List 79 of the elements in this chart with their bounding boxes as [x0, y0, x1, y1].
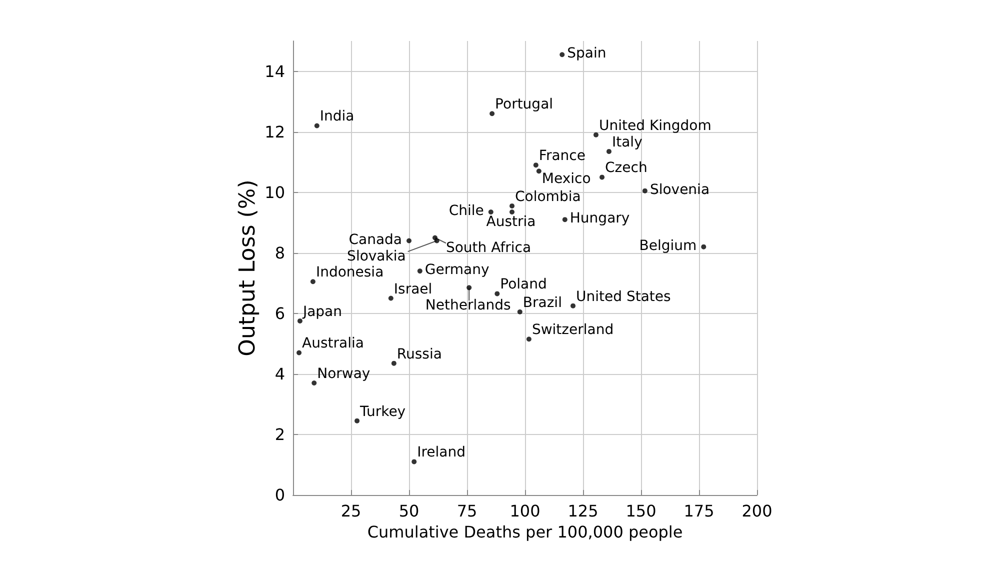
point	[701, 244, 706, 250]
annotation: Colombia	[515, 188, 581, 205]
point	[312, 380, 317, 386]
point	[406, 238, 412, 244]
annotation: Spain	[567, 46, 606, 62]
annotation: Belgium	[639, 238, 697, 254]
annotation: Japan	[302, 304, 342, 320]
point	[310, 279, 316, 284]
point	[314, 123, 320, 128]
annotation: India	[320, 108, 354, 125]
annotation: France	[538, 148, 586, 164]
x-tick-label: 100	[510, 502, 540, 520]
y-tick-label: 10	[264, 182, 285, 202]
point	[600, 174, 605, 180]
point	[391, 360, 396, 366]
point	[526, 336, 532, 342]
annotation: Chile	[448, 203, 484, 220]
annotation: Turkey	[359, 404, 406, 420]
annotation: Switzerland	[532, 322, 614, 338]
point	[536, 168, 542, 174]
annotation: Poland	[500, 276, 547, 293]
annotation: Austria	[486, 214, 536, 230]
annotation: Israel	[394, 281, 432, 298]
annotation: Slovakia	[347, 248, 406, 265]
point	[517, 309, 522, 314]
annotation: United States	[576, 288, 671, 305]
x-tick-label: 25	[340, 502, 362, 520]
point	[560, 52, 565, 58]
point	[434, 238, 440, 244]
y-axis-title: Output Loss (%)	[236, 180, 260, 356]
y-tick-label: 0	[274, 486, 285, 504]
y-tick-label: 4	[274, 364, 285, 384]
point	[296, 350, 302, 356]
annotation: Russia	[396, 346, 442, 362]
annotation: Netherlands	[425, 298, 511, 314]
annotation: Czech	[605, 160, 648, 176]
y-tick-label: 8	[274, 243, 285, 262]
annotation: Hungary	[570, 210, 630, 227]
point	[466, 285, 472, 290]
y-tick-label: 2	[274, 424, 285, 444]
annotation: Mexico	[542, 171, 591, 188]
x-tick-label: 50	[398, 502, 420, 520]
annotation: United Kingdom	[598, 118, 712, 134]
annotation: Portugal	[495, 96, 554, 113]
point	[510, 203, 515, 208]
annotation: South Africa	[446, 240, 532, 256]
y-tick-label: 14	[264, 62, 285, 81]
x-tick-label: 75	[456, 502, 478, 520]
point	[593, 132, 598, 138]
point	[533, 162, 538, 168]
point	[606, 148, 612, 154]
point	[494, 291, 500, 296]
point	[297, 318, 302, 324]
point	[388, 296, 394, 301]
point	[488, 210, 494, 215]
x-tick-label: 175	[684, 502, 714, 520]
annotation: Italy	[612, 134, 642, 150]
annotation: Slovenia	[650, 182, 710, 198]
point	[510, 210, 515, 215]
x-tick-label: 200	[742, 502, 772, 520]
x-axis-title: Cumulative Deaths per 100,000 people	[367, 522, 683, 542]
point	[570, 303, 576, 308]
point	[412, 459, 417, 464]
annotation: Brazil	[522, 294, 562, 311]
annotation: Germany	[424, 262, 490, 278]
point	[562, 217, 568, 222]
annotation: Canada	[348, 232, 402, 248]
point	[417, 268, 422, 274]
point	[642, 188, 648, 194]
y-tick-label: 12	[264, 122, 285, 142]
annotation: Ireland	[417, 444, 466, 461]
annotation: Australia	[302, 336, 364, 352]
point	[354, 418, 360, 424]
annotation: Norway	[317, 366, 370, 382]
y-tick-label: 6	[274, 304, 285, 323]
point	[490, 111, 495, 116]
x-tick-label: 125	[568, 502, 598, 520]
x-tick-label: 150	[626, 502, 656, 520]
annotation: Indonesia	[316, 264, 384, 281]
